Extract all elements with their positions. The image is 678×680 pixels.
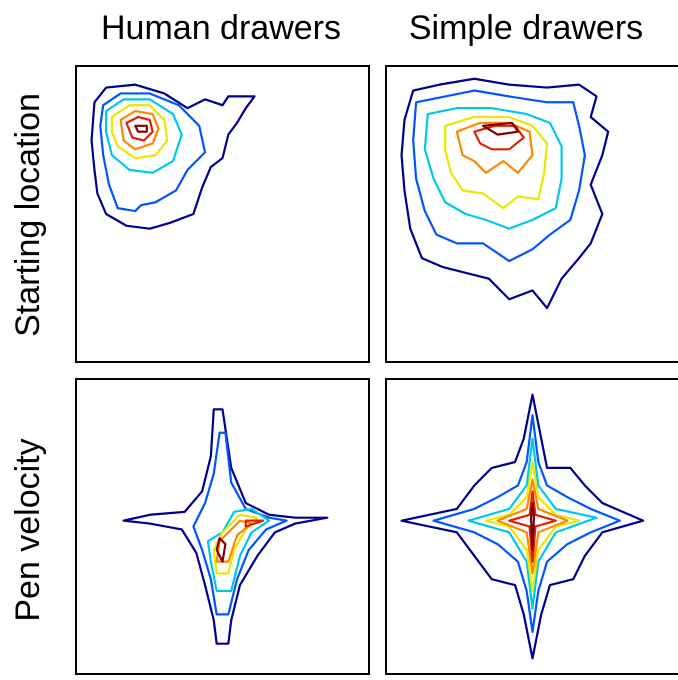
contour-level-6 — [474, 126, 523, 150]
contour-level-6 — [509, 491, 556, 561]
contour-plot — [387, 380, 678, 673]
contour-plot — [387, 67, 678, 361]
panel-starting-location-human — [75, 65, 370, 363]
column-title-simple-drawers: Simple drawers — [408, 9, 644, 47]
contour-level-5 — [457, 123, 533, 173]
panel-starting-location-simple — [385, 65, 678, 363]
panel-pen-velocity-human — [75, 378, 370, 675]
contour-level-1 — [402, 79, 609, 308]
contour-level-2 — [100, 93, 205, 211]
contour-level-1 — [124, 409, 328, 643]
contour-level-3 — [208, 509, 269, 591]
contour-level-7 — [217, 538, 226, 561]
contour-plot — [77, 380, 368, 673]
contour-level-4 — [214, 515, 258, 574]
contour-level-7 — [483, 123, 518, 135]
contour-level-2 — [413, 91, 585, 262]
contour-level-2 — [434, 415, 620, 632]
row-title-starting-location: Starting location — [9, 93, 47, 337]
contour-level-5 — [121, 111, 159, 149]
column-title-human-drawers: Human drawers — [101, 9, 341, 47]
contour-level-4 — [445, 117, 547, 208]
contour-level-5 — [217, 521, 252, 562]
contour-level-5 — [498, 480, 568, 574]
contour-level-6 — [126, 117, 152, 141]
contour-level-6 — [246, 521, 263, 527]
contour-plot — [77, 67, 368, 361]
contour-level-1 — [402, 395, 644, 659]
contour-level-4 — [112, 105, 167, 158]
contour-level-7 — [531, 503, 534, 550]
contour-level-3 — [425, 108, 562, 229]
contour-level-1 — [92, 85, 255, 229]
panel-pen-velocity-simple — [385, 378, 678, 675]
contour-level-3 — [468, 439, 596, 609]
contour-level-3 — [106, 99, 182, 173]
contour-level-7 — [135, 126, 147, 132]
row-title-pen-velocity: Pen velocity — [9, 438, 47, 622]
